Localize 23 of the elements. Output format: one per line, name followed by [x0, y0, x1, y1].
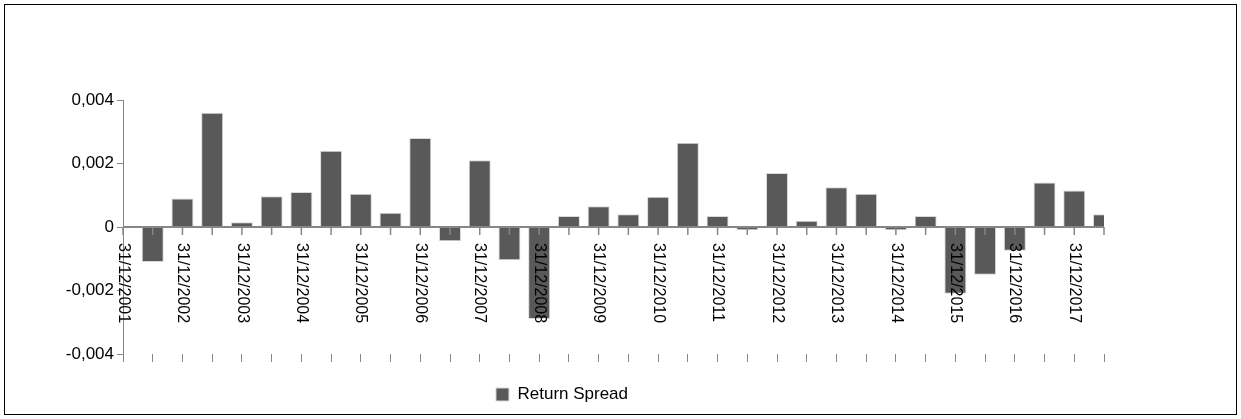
y-tick-label: -0,004 [65, 343, 114, 363]
x-tick-label: 31/12/2004 [293, 243, 311, 324]
y-tick-label: 0,004 [71, 89, 114, 109]
x-tick-label: 31/12/2011 [710, 243, 728, 322]
x-tick-label: 31/12/2016 [1007, 243, 1025, 324]
y-tick-label: 0,002 [71, 153, 114, 173]
x-tick-label: 31/12/2010 [650, 243, 668, 324]
x-tick-label: 31/12/2015 [947, 243, 965, 324]
x-tick-label: 31/12/2003 [234, 243, 252, 324]
y-tick-label: -0,002 [65, 280, 114, 300]
x-tick-label: 31/12/2007 [472, 243, 490, 324]
x-tick-label: 31/12/2002 [175, 243, 193, 324]
x-tick-label: 31/12/2005 [353, 243, 371, 324]
x-tick-label: 31/12/2008 [531, 243, 549, 324]
y-tick-label: 0 [104, 216, 114, 236]
x-tick-label: 31/12/2014 [888, 243, 906, 324]
x-tick-label: 31/12/2013 [829, 243, 847, 324]
legend-label: Return Spread [517, 384, 629, 404]
x-tick-label: 31/12/2006 [412, 243, 430, 324]
x-tick-label: 31/12/2001 [115, 243, 133, 324]
x-tick-label: 31/12/2017 [1066, 243, 1084, 324]
x-tick-label: 31/12/2012 [769, 243, 787, 324]
x-tick-label: 31/12/2009 [591, 243, 609, 324]
